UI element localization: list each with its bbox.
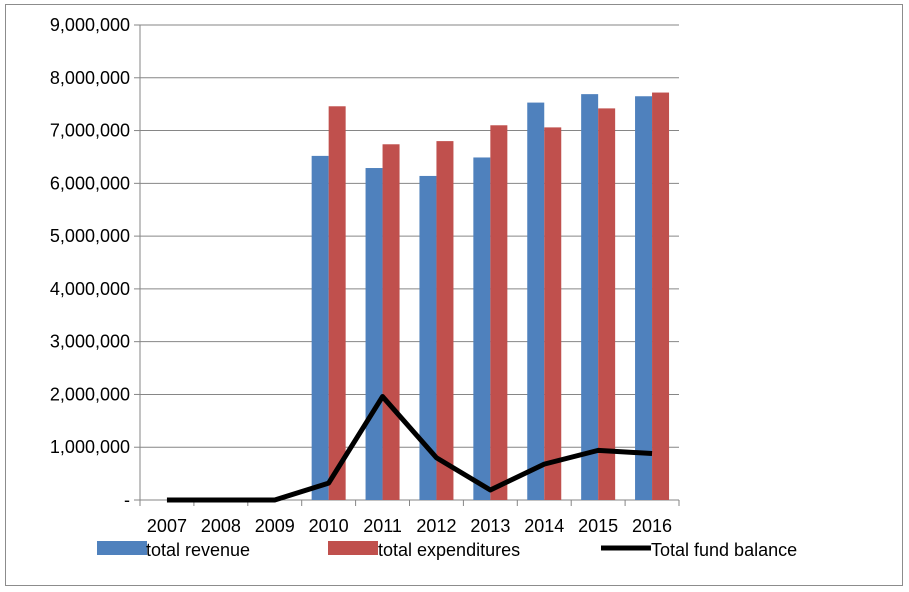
bar-total-expenditures [544,127,562,500]
x-tick-label: 2009 [255,516,295,536]
x-tick-label: 2014 [524,516,564,536]
legend-label: total expenditures [378,540,520,560]
x-tick-label: 2013 [470,516,510,536]
x-tick-label: 2007 [147,516,187,536]
y-tick-label: 1,000,000 [50,437,130,457]
bar-total-revenue [635,96,653,500]
bar-total-expenditures [598,108,616,500]
legend-swatch-total-expenditures [328,541,378,555]
x-tick-label: 2010 [309,516,349,536]
legend-swatch-total-revenue [97,541,147,555]
x-tick-label: 2011 [363,516,402,536]
bar-total-expenditures [382,144,400,500]
bar-total-expenditures [436,141,454,500]
legend-label: Total fund balance [651,540,797,560]
y-tick-label: 7,000,000 [50,121,130,141]
y-tick-label: 5,000,000 [50,226,130,246]
bar-total-revenue [419,175,437,500]
x-tick-label: 2008 [201,516,241,536]
y-tick-label: 6,000,000 [50,173,130,193]
y-tick-label: 9,000,000 [50,15,130,35]
bar-total-revenue [311,155,329,500]
line-total-fund-balance [166,394,653,503]
y-tick-label: 3,000,000 [50,332,130,352]
y-tick-label: - [124,490,130,510]
y-tick-label: 2,000,000 [50,384,130,404]
x-tick-label: 2012 [416,516,456,536]
bar-total-revenue [365,168,383,500]
bar-total-expenditures [490,125,508,501]
legend-label: total revenue [146,540,250,560]
chart-frame [5,4,903,586]
bar-total-revenue [527,102,545,500]
bar-total-expenditures [328,106,346,501]
bar-total-expenditures [652,92,670,501]
x-tick-label: 2015 [578,516,618,536]
y-tick-label: 4,000,000 [50,279,130,299]
y-tick-label: 8,000,000 [50,68,130,88]
bar-total-revenue [581,94,599,500]
bar-total-revenue [473,157,491,500]
x-tick-label: 2016 [632,516,672,536]
